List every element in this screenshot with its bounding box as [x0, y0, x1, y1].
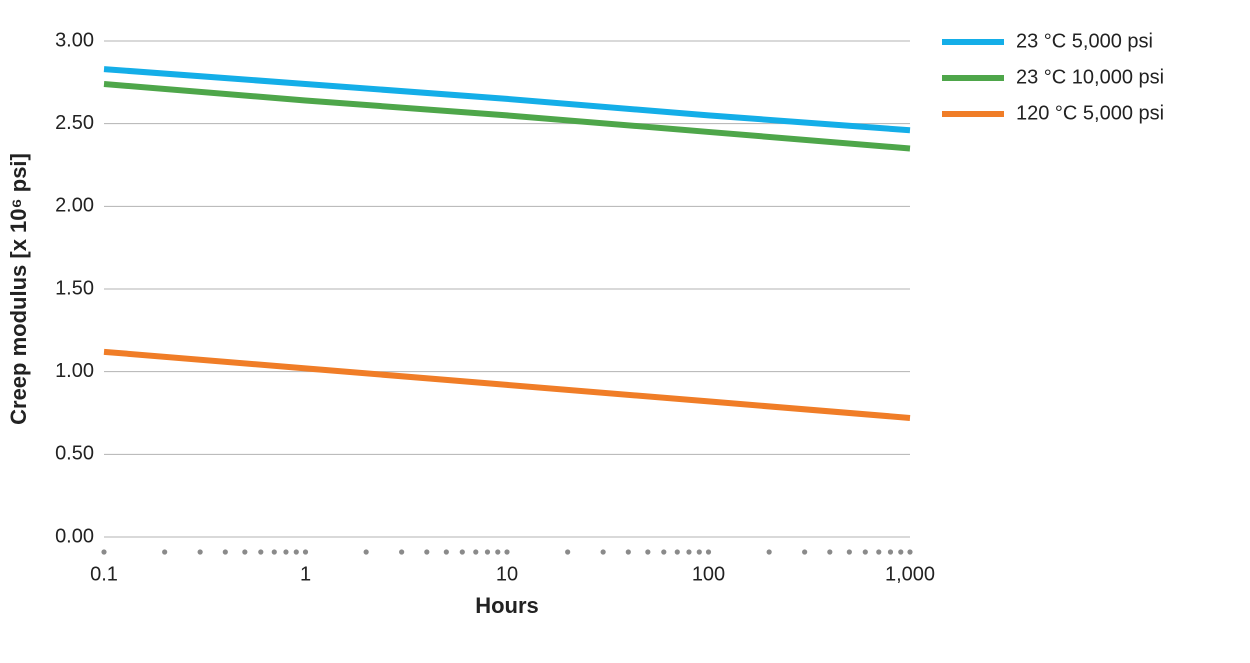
x-minor-tick — [887, 549, 894, 555]
x-minor-tick — [600, 549, 606, 555]
x-minor-tick — [645, 549, 651, 555]
y-tick-label: 1.50 — [55, 277, 94, 299]
x-minor-tick — [898, 549, 904, 555]
x-minor-tick — [827, 549, 833, 555]
x-minor-tick — [846, 549, 852, 555]
x-minor-tick — [484, 549, 491, 555]
legend-label: 23 °C 10,000 psi — [1016, 66, 1164, 88]
x-minor-tick — [766, 549, 772, 555]
y-tick-label: 1.00 — [55, 360, 94, 382]
x-minor-tick — [862, 549, 868, 555]
x-tick — [907, 549, 913, 555]
x-minor-tick — [258, 549, 264, 555]
y-tick-label: 0.50 — [55, 443, 94, 465]
x-minor-tick — [162, 549, 168, 555]
x-minor-tick — [242, 549, 248, 555]
x-tick-label: 10 — [496, 563, 518, 585]
x-minor-tick — [271, 549, 277, 555]
x-tick — [705, 549, 712, 555]
x-tick-label: 1 — [300, 563, 311, 585]
x-minor-tick — [495, 549, 501, 555]
x-minor-tick — [399, 549, 405, 555]
y-tick-label: 0.00 — [55, 525, 94, 547]
series-line — [103, 348, 911, 421]
x-tick — [101, 549, 107, 555]
x-minor-tick — [661, 549, 667, 555]
y-tick-label: 2.00 — [55, 195, 94, 217]
legend-label: 120 °C 5,000 psi — [1016, 102, 1164, 124]
x-minor-tick — [293, 549, 299, 555]
x-minor-tick — [197, 549, 203, 555]
x-minor-tick — [424, 549, 430, 555]
x-axis-title: Hours — [475, 593, 539, 618]
x-minor-tick — [363, 549, 369, 555]
y-tick-label: 2.50 — [55, 112, 94, 134]
x-minor-tick — [686, 549, 692, 555]
x-minor-tick — [473, 549, 479, 555]
x-tick-label: 0.1 — [90, 563, 118, 585]
legend-label: 23 °C 5,000 psi — [1016, 30, 1153, 52]
x-tick-label: 1,000 — [885, 563, 935, 585]
x-tick-label: 100 — [692, 563, 725, 585]
x-minor-tick — [696, 549, 702, 555]
x-minor-tick — [283, 549, 289, 555]
x-minor-tick — [459, 549, 465, 555]
x-minor-tick — [625, 549, 631, 555]
x-minor-tick — [443, 549, 449, 555]
x-minor-tick — [802, 549, 808, 555]
series-line — [103, 66, 911, 134]
series-line — [103, 80, 911, 152]
x-minor-tick — [222, 549, 228, 555]
x-tick — [302, 549, 309, 555]
x-minor-tick — [876, 549, 882, 555]
x-minor-tick — [674, 549, 680, 555]
y-tick-label: 3.00 — [55, 29, 94, 51]
x-tick — [504, 549, 510, 555]
y-axis-title: Creep modulus [x 10⁶ psi] — [6, 153, 31, 425]
x-minor-tick — [565, 549, 571, 555]
